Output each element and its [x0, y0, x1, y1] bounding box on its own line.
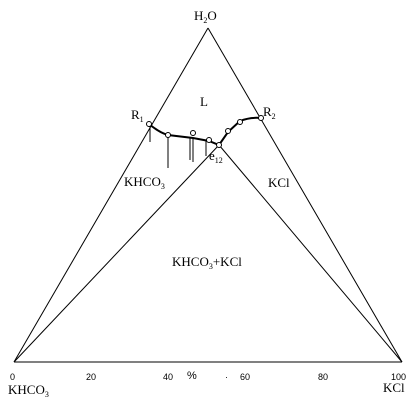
- region-mixed-label: KHCO3+KCl: [172, 254, 242, 271]
- point-r1-label: R1: [131, 107, 144, 124]
- region-khco3-label: KHCO3: [124, 174, 165, 191]
- point-e12: [216, 142, 222, 148]
- point-r1: [146, 121, 152, 127]
- point-2: [165, 132, 171, 138]
- tick-0: 0: [10, 372, 15, 382]
- right-edge: [207, 27, 403, 363]
- region-kcl-label: KCl: [268, 175, 290, 190]
- point-4: [206, 137, 212, 143]
- vertex-right-label: KCl: [383, 380, 405, 395]
- axis-dot: ·: [225, 372, 228, 382]
- vertex-top-label: H2O: [194, 8, 217, 25]
- tick-40: 40: [163, 372, 173, 382]
- khco3-tie-line: [13, 144, 220, 363]
- point-7: [237, 119, 243, 125]
- left-edge: [13, 27, 209, 363]
- tick-80: 80: [318, 372, 328, 382]
- tick-20: 20: [86, 372, 96, 382]
- kcl-tie-line: [218, 144, 403, 363]
- point-6: [225, 128, 231, 134]
- tick-60: 60: [240, 372, 250, 382]
- tick-100: 100: [391, 372, 406, 382]
- point-e12-label: e12: [209, 148, 223, 165]
- region-liquid-label: L: [200, 94, 208, 109]
- axis-unit: %: [187, 370, 197, 382]
- vertex-left-label: KHCO3: [8, 382, 49, 399]
- solubility-curve: [148, 116, 262, 147]
- point-r2: [258, 115, 264, 121]
- point-3: [190, 130, 196, 136]
- point-r2-label: R2: [263, 104, 276, 121]
